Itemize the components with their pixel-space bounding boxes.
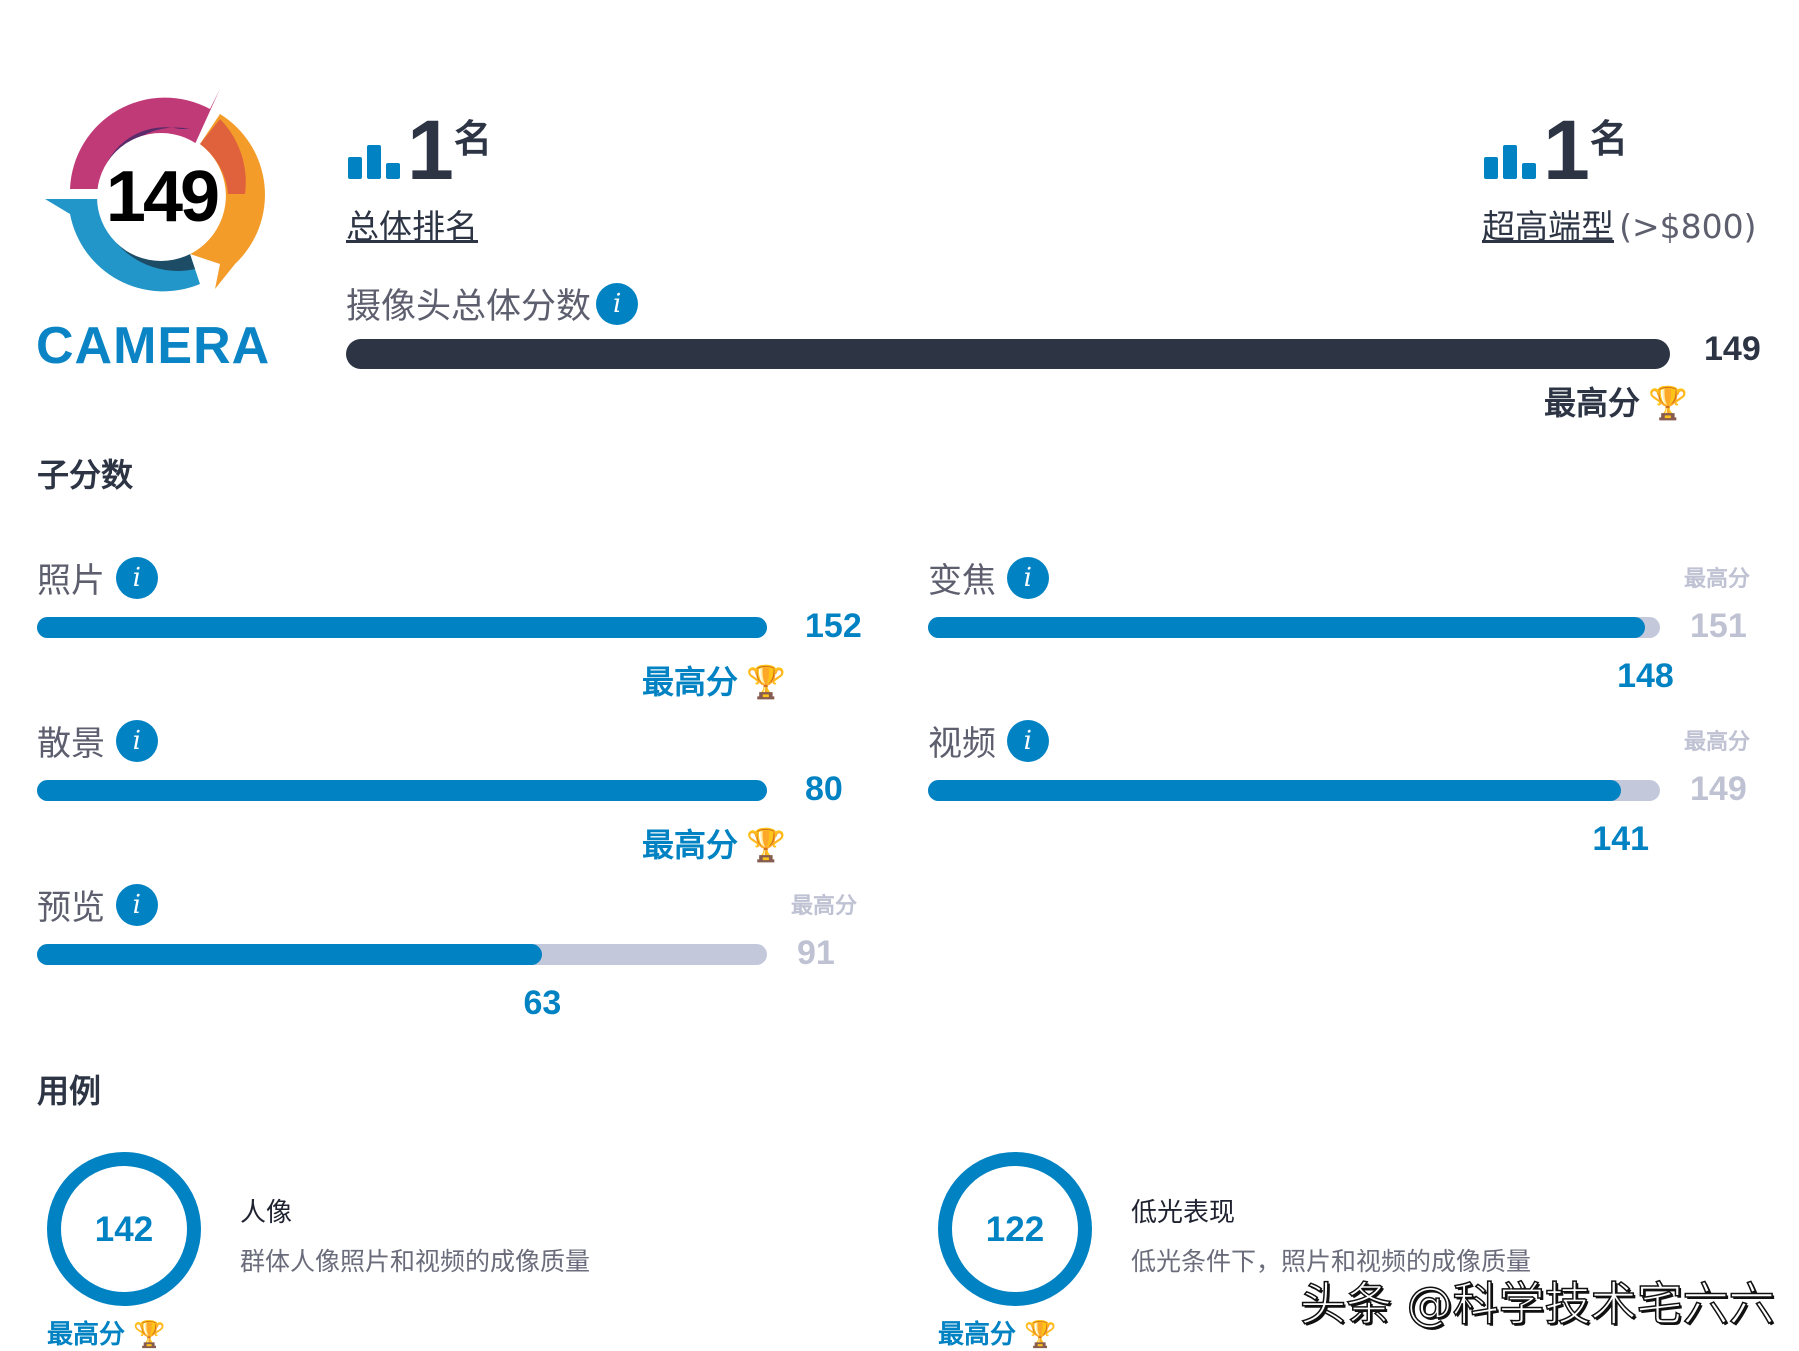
subscore-bar bbox=[37, 617, 767, 638]
segment-rank: 1名 bbox=[1484, 108, 1628, 192]
overall-rank-suffix: 名 bbox=[453, 117, 492, 161]
segment-rank-row: 超高端型 (>$800) bbox=[1482, 200, 1756, 248]
trophy-icon: 🏆 bbox=[746, 663, 786, 701]
max-score-label: 最高分 bbox=[1684, 730, 1751, 755]
max-score-label: 最高分 bbox=[791, 894, 858, 919]
camera-logo: 149 bbox=[40, 84, 280, 314]
subscore-max-value: 149 bbox=[1690, 770, 1747, 808]
best-score-label: 最高分 bbox=[1544, 384, 1641, 422]
use-cases-title: 用例 bbox=[37, 1072, 102, 1110]
subscore-name: 照片 bbox=[37, 561, 105, 601]
overall-rank-link[interactable]: 总体排名 bbox=[346, 207, 478, 246]
subscore-bar-fill bbox=[928, 617, 1646, 638]
watermark: 头条 @科学技术宅六六 bbox=[1299, 1276, 1775, 1332]
ranking-bars-icon bbox=[1484, 145, 1538, 179]
subscore-value: 152 bbox=[805, 607, 862, 645]
info-icon[interactable]: i bbox=[115, 719, 158, 762]
subscore-name: 变焦 bbox=[928, 561, 996, 601]
subscore-label: 视频 i bbox=[928, 716, 1049, 765]
overall-score-bar bbox=[346, 339, 1670, 369]
overall-rank: 1名 bbox=[348, 108, 492, 192]
trophy-icon: 🏆 bbox=[1024, 1320, 1057, 1350]
segment-price: (>$800) bbox=[1619, 207, 1757, 246]
use-case-score: 142 bbox=[94, 1210, 154, 1249]
info-icon[interactable]: i bbox=[1006, 556, 1049, 599]
subscore-label: 散景 i bbox=[37, 716, 158, 765]
use-case-description: 低光条件下，照片和视频的成像质量 bbox=[1131, 1247, 1532, 1276]
use-case-best: 最高分 🏆 bbox=[47, 1314, 165, 1351]
subscore-bar-fill bbox=[37, 780, 767, 801]
subscore-name: 预览 bbox=[37, 888, 105, 928]
logo-ring-icon bbox=[45, 89, 265, 292]
segment-rank-number: 1 bbox=[1543, 103, 1590, 197]
subscore-label: 预览 i bbox=[37, 880, 158, 929]
subscore-label: 变焦 i bbox=[928, 553, 1049, 602]
subscore-value: 141 bbox=[1592, 820, 1650, 858]
segment-rank-link[interactable]: 超高端型 bbox=[1482, 207, 1614, 246]
subscore-bar-fill bbox=[37, 617, 767, 638]
subscore-bar bbox=[37, 780, 767, 801]
subscore-label: 照片 i bbox=[37, 553, 158, 602]
subscore-value: 80 bbox=[805, 770, 843, 808]
ranking-bars-icon bbox=[348, 145, 402, 179]
subscore-value: 148 bbox=[1617, 657, 1674, 695]
subscore-best: 最高分 🏆 bbox=[642, 820, 786, 866]
logo-score: 149 bbox=[105, 157, 220, 237]
overall-best: 最高分 🏆 bbox=[1544, 378, 1688, 424]
subscore-bar bbox=[928, 617, 1660, 638]
best-score-label: 最高分 bbox=[642, 663, 739, 701]
max-score-label: 最高分 bbox=[1684, 567, 1751, 592]
use-case-name: 低光表现 bbox=[1131, 1198, 1236, 1228]
overall-score-header: 摄像头总体分数 i bbox=[346, 278, 639, 329]
trophy-icon: 🏆 bbox=[746, 826, 786, 864]
subscore-best: 最高分 🏆 bbox=[642, 657, 786, 703]
info-icon[interactable]: i bbox=[115, 883, 158, 926]
subscore-bar bbox=[928, 780, 1660, 801]
info-icon[interactable]: i bbox=[115, 556, 158, 599]
subscore-bar-fill bbox=[37, 944, 543, 965]
use-case-name: 人像 bbox=[240, 1198, 293, 1228]
subscores-title: 子分数 bbox=[37, 456, 134, 494]
overall-score-value: 149 bbox=[1704, 330, 1761, 368]
subscore-value: 63 bbox=[523, 984, 562, 1022]
trophy-icon: 🏆 bbox=[1648, 384, 1688, 422]
overall-rank-number: 1 bbox=[407, 103, 454, 197]
subscore-max-value: 151 bbox=[1690, 607, 1747, 645]
overall-score-label: 摄像头总体分数 bbox=[346, 287, 592, 327]
subscore-name: 视频 bbox=[928, 724, 996, 764]
best-score-label: 最高分 bbox=[47, 1320, 126, 1350]
trophy-icon: 🏆 bbox=[133, 1320, 166, 1350]
use-case-best: 最高分 🏆 bbox=[938, 1314, 1056, 1351]
use-case-score: 122 bbox=[985, 1210, 1045, 1249]
subscore-bar-fill bbox=[928, 780, 1621, 801]
segment-rank-suffix: 名 bbox=[1589, 117, 1628, 161]
subscore-max-value: 91 bbox=[797, 934, 835, 972]
subscore-bar bbox=[37, 944, 767, 965]
logo-text: CAMERA bbox=[36, 317, 271, 375]
use-case-description: 群体人像照片和视频的成像质量 bbox=[240, 1247, 591, 1276]
subscore-name: 散景 bbox=[37, 724, 105, 764]
best-score-label: 最高分 bbox=[642, 826, 739, 864]
best-score-label: 最高分 bbox=[938, 1320, 1017, 1350]
info-icon[interactable]: i bbox=[596, 282, 639, 325]
info-icon[interactable]: i bbox=[1006, 719, 1049, 762]
